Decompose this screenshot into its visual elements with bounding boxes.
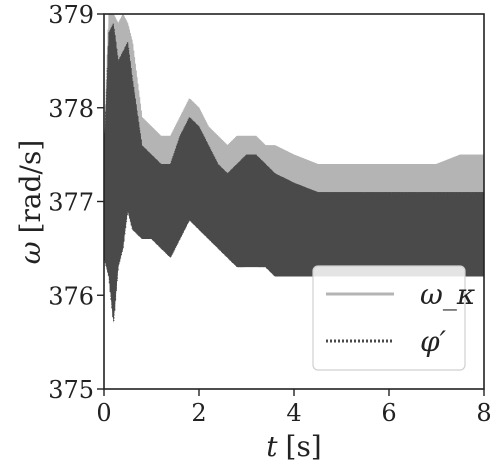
- legend-label-phi-prime: φ′: [420, 325, 447, 358]
- y-tick-label: 376: [48, 282, 94, 310]
- series-line: [104, 23, 484, 321]
- legend-label-omega-kappa: ω_κ: [420, 278, 475, 311]
- series-line: [104, 14, 484, 268]
- x-tick-label: 0: [96, 399, 111, 427]
- y-axis-label: ω[rad/s]: [14, 140, 47, 265]
- x-tick-label: 6: [381, 399, 396, 427]
- ticks: 0 2 4 6 8 375 376 377 378 379: [48, 1, 491, 427]
- series-phi-prime: [104, 23, 484, 324]
- x-tick-label: 4: [286, 399, 301, 427]
- x-tick-label: 2: [191, 399, 206, 427]
- x-axis-label: t [s]: [266, 430, 321, 463]
- legend-box: [312, 265, 466, 371]
- y-tick-label: 379: [48, 1, 94, 29]
- plot-area: [104, 14, 484, 324]
- y-tick-label: 377: [48, 189, 94, 217]
- y-tick-label: 378: [48, 95, 94, 123]
- legend: ω_κ φ′: [312, 265, 475, 371]
- y-tick-label: 375: [48, 376, 94, 404]
- x-tick-label: 8: [476, 399, 491, 427]
